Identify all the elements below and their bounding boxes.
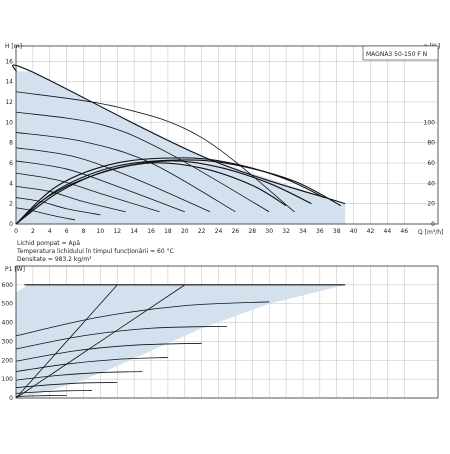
- y2-tick-label: 100: [424, 119, 436, 126]
- title-box: [362, 45, 439, 61]
- note-liquid: Lichid pompat = Apă: [17, 240, 80, 247]
- x-tick-label: 6: [65, 228, 69, 235]
- top-chart-frame: [15, 45, 439, 225]
- y-tick-label: 2: [9, 201, 13, 208]
- y2-tick-label: 40: [427, 180, 435, 187]
- y2-tick-label: 60: [427, 160, 435, 167]
- x-tick-label: 10: [97, 228, 105, 235]
- power-curve: [15, 357, 168, 372]
- power-curves: [15, 284, 346, 399]
- x-tick-label: 18: [164, 228, 172, 235]
- x-tick-label: 34: [299, 228, 307, 235]
- efficiency-curves: [15, 157, 342, 225]
- speed-curve: [15, 111, 270, 213]
- speed-curve: [15, 185, 126, 213]
- y2-tick-label: 0: [431, 221, 435, 228]
- speed-curve: [15, 160, 185, 213]
- x-tick-label: 2: [31, 228, 35, 235]
- speed-curves: [12, 64, 346, 221]
- x-tick-label: 0: [14, 228, 18, 235]
- speed-curve: [15, 147, 211, 213]
- x-tick-label: 40: [350, 228, 358, 235]
- x-tick-label: 8: [82, 228, 86, 235]
- y-tick-label: 300: [2, 338, 14, 345]
- speed-curve: [15, 172, 160, 213]
- y-tick-label: 12: [5, 99, 13, 106]
- x-tick-label: 16: [147, 228, 155, 235]
- y2-tick-label: 80: [427, 140, 435, 147]
- power-diagonal-curve: [15, 284, 186, 399]
- x-tick-label: 28: [248, 228, 256, 235]
- operating-region: [16, 71, 346, 224]
- speed-curve: [15, 132, 236, 213]
- power-curve: [15, 325, 228, 350]
- x-tick-label: 38: [333, 228, 341, 235]
- y-axis-label-power: P1 [W]: [5, 266, 25, 273]
- x-tick-label: 14: [130, 228, 138, 235]
- note-temperature: Temperatura lichidului în timpul funcțio…: [16, 248, 174, 255]
- power-curve: [15, 382, 118, 389]
- efficiency-curve: [15, 160, 312, 225]
- x-tick-label: 20: [181, 228, 189, 235]
- x-tick-label: 44: [384, 228, 392, 235]
- head-efficiency-chart: H [m] η [%] 0246810121416182022242628303…: [5, 43, 443, 236]
- y-tick-label: 0: [9, 395, 13, 402]
- speed-curve: [12, 64, 346, 205]
- y-tick-label: 4: [9, 180, 13, 187]
- y-tick-label: 500: [2, 301, 14, 308]
- y-tick-label: 14: [5, 79, 13, 86]
- y-tick-label: 100: [2, 376, 14, 383]
- efficiency-curve: [15, 162, 287, 225]
- speed-curve: [15, 207, 76, 221]
- x-tick-label: 42: [367, 228, 375, 235]
- x-tick-label: 26: [232, 228, 240, 235]
- note-density: Densitate = 983.2 kg/m³: [17, 256, 92, 263]
- x-tick-label: 4: [48, 228, 52, 235]
- x-tick-label: 36: [316, 228, 324, 235]
- top-tick-labels: 0 2 4 6 8 10 12 14 16 18 20 22 24 26 28 30 32 34 36 38 40 42 4…: [5, 58, 435, 235]
- power-chart: P1 [W] 0 100 200 300 400 500 600: [2, 265, 439, 402]
- power-curve: [15, 394, 67, 397]
- power-curve: [15, 301, 270, 337]
- y-tick-label: 10: [5, 119, 13, 126]
- chart-title: MAGNA3 50-150 F N: [366, 51, 427, 58]
- x-tick-label: 12: [113, 228, 121, 235]
- y-tick-label: 200: [2, 357, 14, 364]
- operating-region-fill: [16, 71, 346, 224]
- power-curve: [15, 390, 92, 394]
- bottom-chart-frame: [15, 265, 439, 399]
- speed-curve: [15, 197, 101, 216]
- x-tick-label: 24: [215, 228, 223, 235]
- power-region-fill: [16, 284, 346, 398]
- y-tick-label: 16: [5, 58, 13, 65]
- y-tick-label: 400: [2, 320, 14, 327]
- bottom-tick-labels: 0 100 200 300 400 500 600: [2, 282, 14, 402]
- x-tick-label: 22: [198, 228, 206, 235]
- y2-tick-label: 20: [427, 201, 435, 208]
- x-tick-label: 46: [400, 228, 408, 235]
- y-tick-label: 0: [9, 221, 13, 228]
- y-tick-label: 8: [9, 140, 13, 147]
- power-diagonal-curve: [15, 284, 118, 399]
- efficiency-curve: [15, 159, 342, 225]
- x-tick-label: 32: [282, 228, 290, 235]
- x-axis-label-flow: Q [m³/h]: [418, 229, 443, 236]
- power-curve: [15, 342, 202, 362]
- y-tick-label: 6: [9, 160, 13, 167]
- y-axis-label-head: H [m]: [5, 43, 22, 50]
- notes: Lichid pompat = Apă Temperatura lichidul…: [16, 240, 174, 263]
- x-tick-label: 30: [265, 228, 273, 235]
- power-region: [16, 284, 346, 398]
- efficiency-curve: [15, 157, 325, 225]
- y-tick-label: 600: [2, 282, 14, 289]
